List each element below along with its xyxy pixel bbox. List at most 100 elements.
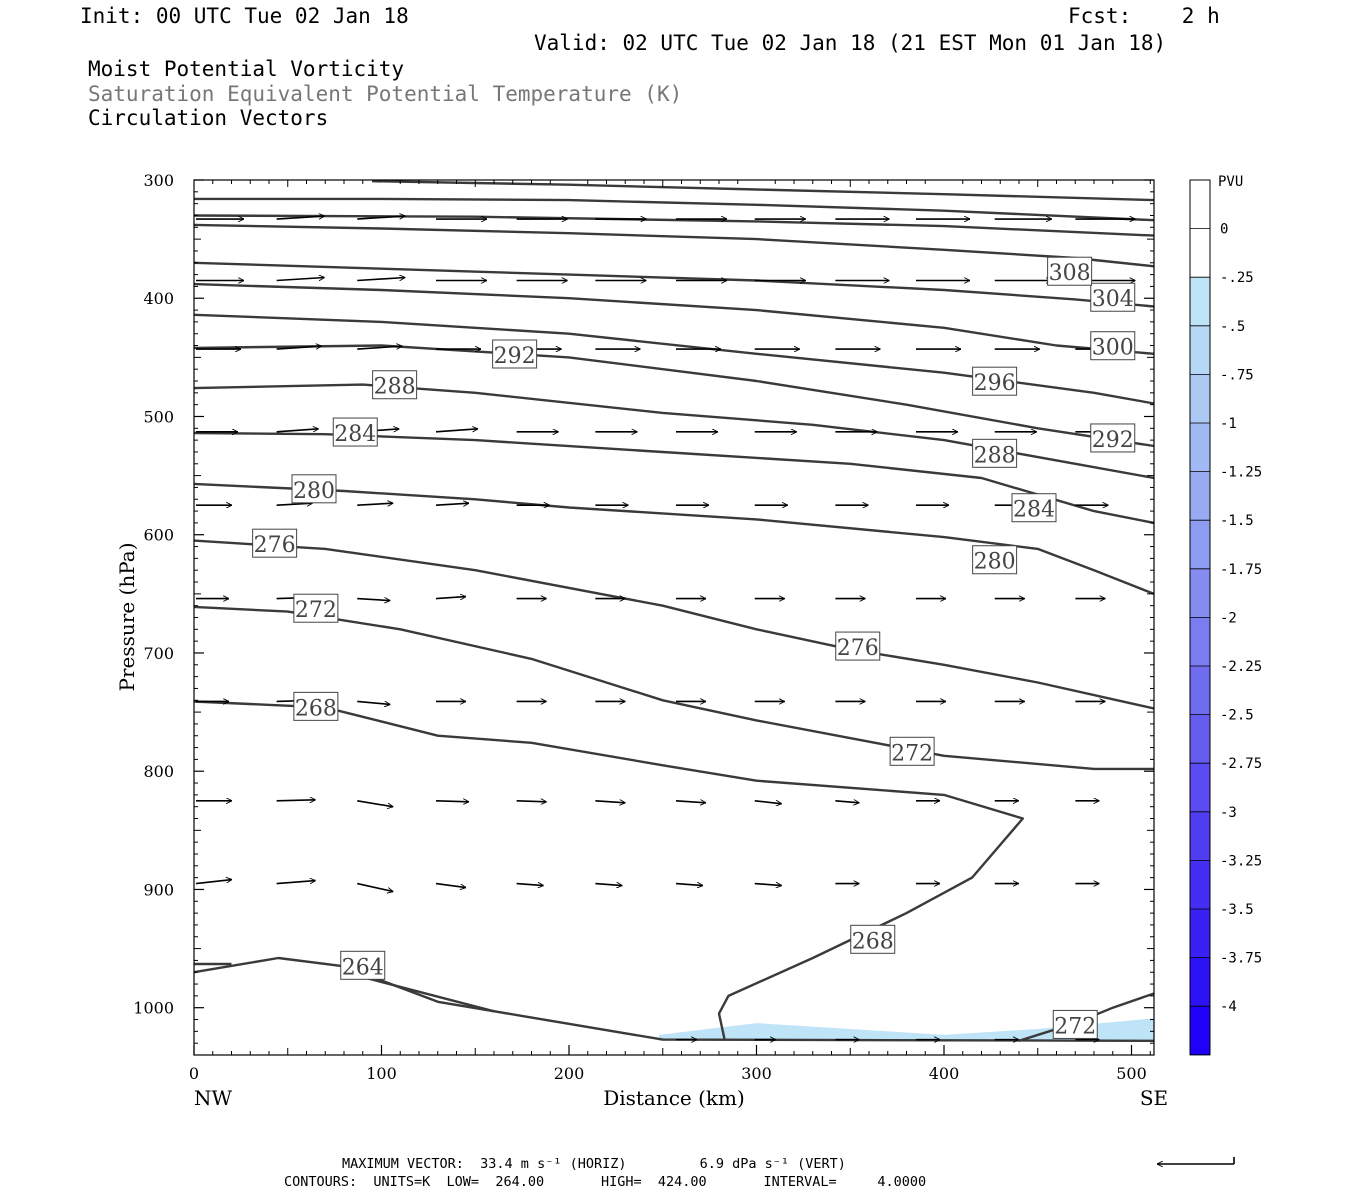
circulation-vector [276,429,319,433]
circulation-vector [595,801,625,803]
contour-label: 272 [1052,1009,1098,1039]
contour-label-text: 268 [295,696,337,721]
contour-label-box [332,417,378,447]
contour-label: 276 [835,631,881,661]
title-moist-pv: Moist Potential Vorticity [88,57,405,81]
contour-label: 300 [1090,331,1136,361]
colorbar-label: -2.75 [1220,756,1262,772]
circulation-vector [675,884,703,886]
contour-label-box [1052,1009,1098,1039]
contour-label-box [1011,493,1057,523]
circulation-vector [675,801,706,803]
colorbar-label: -2 [1220,610,1237,626]
circulation-vector [516,801,547,802]
contour-label-box [293,691,339,721]
circulation-vector [357,503,393,505]
circulation-vector [276,800,316,801]
x-left-end-label: NW [194,1086,233,1110]
contour-label-text: 300 [1092,336,1134,361]
contour-label-box [889,736,935,766]
colorbar-label: -1 [1220,416,1237,432]
colorbar-label: -1.25 [1220,465,1262,481]
colorbar-swatch [1190,471,1210,521]
colorbar-swatch [1190,423,1210,473]
contour-label: 272 [889,736,935,766]
circulation-vector [357,278,405,282]
circulation-vector [435,801,469,802]
contour-label-text: 268 [852,929,894,954]
contour-label: 272 [293,593,339,623]
colorbar-swatch [1190,228,1210,278]
y-tick-label: 800 [143,762,174,781]
contour-label-text: 276 [254,533,296,558]
circulation-vector [435,503,469,505]
colorbar-swatch [1190,617,1210,667]
contour-label: 288 [972,438,1018,468]
y-tick-label: 900 [143,880,174,899]
contour-label-box [850,924,896,954]
contour-label-text: 280 [974,550,1016,575]
y-tick-label: 700 [143,644,174,663]
title-theta-es: Saturation Equivalent Potential Temperat… [88,82,683,106]
theta-es-contour [193,223,1155,268]
colorbar-label: -.25 [1220,270,1254,286]
colorbar-swatch [1190,666,1210,716]
circulation-vector [357,346,402,350]
x-axis-label: Distance (km) [603,1086,745,1110]
contour-label-box [1090,423,1136,453]
contour-label-box [835,631,881,661]
theta-es-contour [193,539,1155,710]
colorbar-label: -3.5 [1220,902,1254,918]
contour-label-text: 284 [334,422,376,447]
x-right-end-label: SE [1140,1086,1168,1110]
theta-es-contour [193,605,1154,771]
contour-label: 284 [332,417,378,447]
colorbar-label: -2.5 [1220,708,1254,724]
circulation-vector [754,799,782,804]
colorbar-label: -.5 [1220,319,1245,335]
contour-label-box [372,370,418,400]
theta-es-contour [193,282,1155,355]
contour-label-text: 288 [374,375,416,400]
colorbar-unit: PVU [1218,174,1243,190]
contour-label-box [972,545,1018,575]
theta-es-contour [193,261,1155,308]
contour-label: 280 [972,545,1018,575]
colorbar-label: -3.25 [1220,853,1262,869]
theta-es-contour [193,344,1155,448]
y-tick-label: 300 [143,171,174,190]
contour-label: 288 [372,370,418,400]
contour-label-box [340,950,386,980]
x-tick-label: 100 [366,1064,397,1083]
contour-label-box [1090,331,1136,361]
title-circulation-vectors: Circulation Vectors [88,106,329,130]
contour-label-text: 292 [494,344,536,369]
contour-label-text: 272 [1054,1014,1096,1039]
contour-label-box [291,474,337,504]
colorbar-label: -2.25 [1220,659,1262,675]
colorbar-label: -3 [1220,805,1237,821]
contour-label-text: 292 [1092,428,1134,453]
contour-label-text: 272 [295,598,337,623]
contour-label-box [972,438,1018,468]
colorbar-swatch [1190,957,1210,1007]
contour-label: 268 [850,924,896,954]
colorbar-label: -.75 [1220,367,1254,383]
colorbar-label: -3.75 [1220,951,1262,967]
contour-label-layer: 264 268 268 272 272 272 276 276 280 280 284 284 288 2… [252,256,1136,1039]
circulation-vector [276,503,313,505]
y-axis-label: Pressure (hPa) [115,543,139,692]
circulation-vector [195,880,232,885]
contour-label-text: 276 [837,636,879,661]
contour-label: 308 [1047,256,1093,286]
pv-shaded-region [659,1018,1154,1041]
colorbar-swatch [1190,714,1210,764]
circulation-vector [357,700,390,704]
theta-es-contour [193,956,1155,1043]
contour-label: 292 [492,339,538,369]
theta-es-contour [193,482,1155,596]
contour-label-text: 288 [974,443,1016,468]
contour-label: 296 [972,366,1018,396]
valid-time: Valid: 02 UTC Tue 02 Jan 18 (21 EST Mon … [534,31,1167,55]
contour-label: 276 [252,528,298,558]
